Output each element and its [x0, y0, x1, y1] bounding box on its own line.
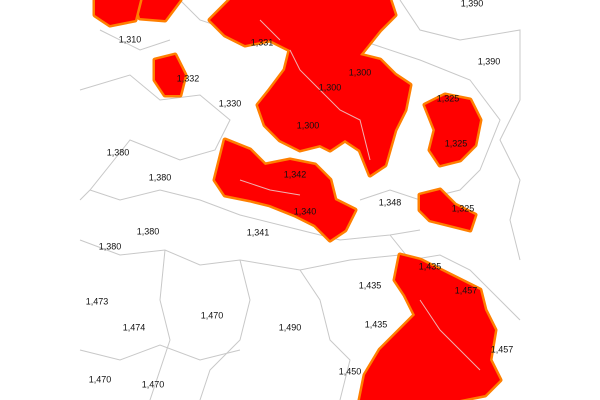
area-label: 1,340 — [294, 206, 317, 216]
area-label: 1,470 — [201, 310, 224, 320]
area-label: 1,390 — [461, 0, 484, 8]
area-label: 1,474 — [123, 322, 146, 332]
area-label: 1,331 — [251, 37, 274, 47]
area-label: 1,457 — [455, 285, 478, 295]
area-label: 1,325 — [445, 138, 468, 148]
area-label: 1,450 — [339, 366, 362, 376]
area-label: 1,490 — [279, 322, 302, 332]
area-label: 1,300 — [297, 120, 320, 130]
area-label: 1,348 — [379, 197, 402, 207]
area-label: 1,473 — [86, 296, 109, 306]
area-label: 1,310 — [119, 34, 142, 44]
area-label: 1,470 — [89, 374, 112, 384]
area-label: 1,390 — [478, 56, 501, 66]
area-label: 1,341 — [247, 227, 270, 237]
area-label: 1,300 — [349, 67, 372, 77]
area-label: 1,380 — [137, 226, 160, 236]
area-label: 1,457 — [491, 344, 514, 354]
area-label: 1,435 — [419, 261, 442, 271]
area-label: 1,342 — [284, 169, 307, 179]
inner-lines — [239, 19, 481, 371]
area-label: 1,380 — [149, 172, 172, 182]
boundaries — [79, 0, 521, 400]
area-label: 1,435 — [359, 280, 382, 290]
area-label: 1,325 — [437, 93, 460, 103]
area-label: 1,330 — [219, 98, 242, 108]
fire-areas — [92, 0, 503, 400]
area-label: 1,380 — [107, 147, 130, 157]
labels: 1,390 1,310 1,331 1,390 1,300 1,332 1,300 1,330… — [86, 0, 514, 389]
area-label: 1,470 — [142, 379, 165, 389]
area-label: 1,325 — [452, 203, 475, 213]
area-label: 1,300 — [319, 82, 342, 92]
area-label: 1,332 — [177, 73, 200, 83]
area-label: 1,380 — [99, 241, 122, 251]
area-label: 1,435 — [365, 319, 388, 329]
